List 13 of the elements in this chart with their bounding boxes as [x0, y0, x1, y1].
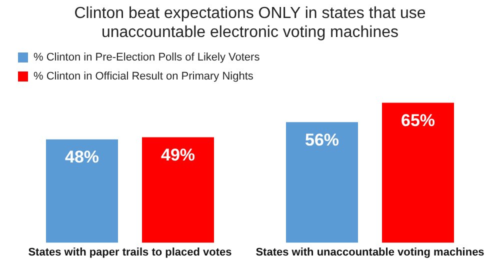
legend-label: % Clinton in Pre-Election Polls of Likely Voters [34, 52, 260, 64]
chart-title: Clinton beat expectations ONLY in states that use unaccountable electronic voting machines [73, 4, 427, 43]
bar [142, 137, 214, 243]
data-label: 56% [304, 130, 340, 150]
bar [286, 122, 358, 243]
x-tick-label: States with paper trails to placed votes [28, 246, 232, 258]
data-label: 65% [400, 110, 436, 130]
x-tick-label: States with unaccountable voting machines [256, 246, 484, 258]
data-label: 48% [64, 148, 100, 167]
legend-label: % Clinton in Official Result on Primary Nights [34, 70, 254, 83]
bar [46, 139, 118, 243]
bar [382, 102, 454, 243]
data-label: 49% [160, 145, 196, 164]
